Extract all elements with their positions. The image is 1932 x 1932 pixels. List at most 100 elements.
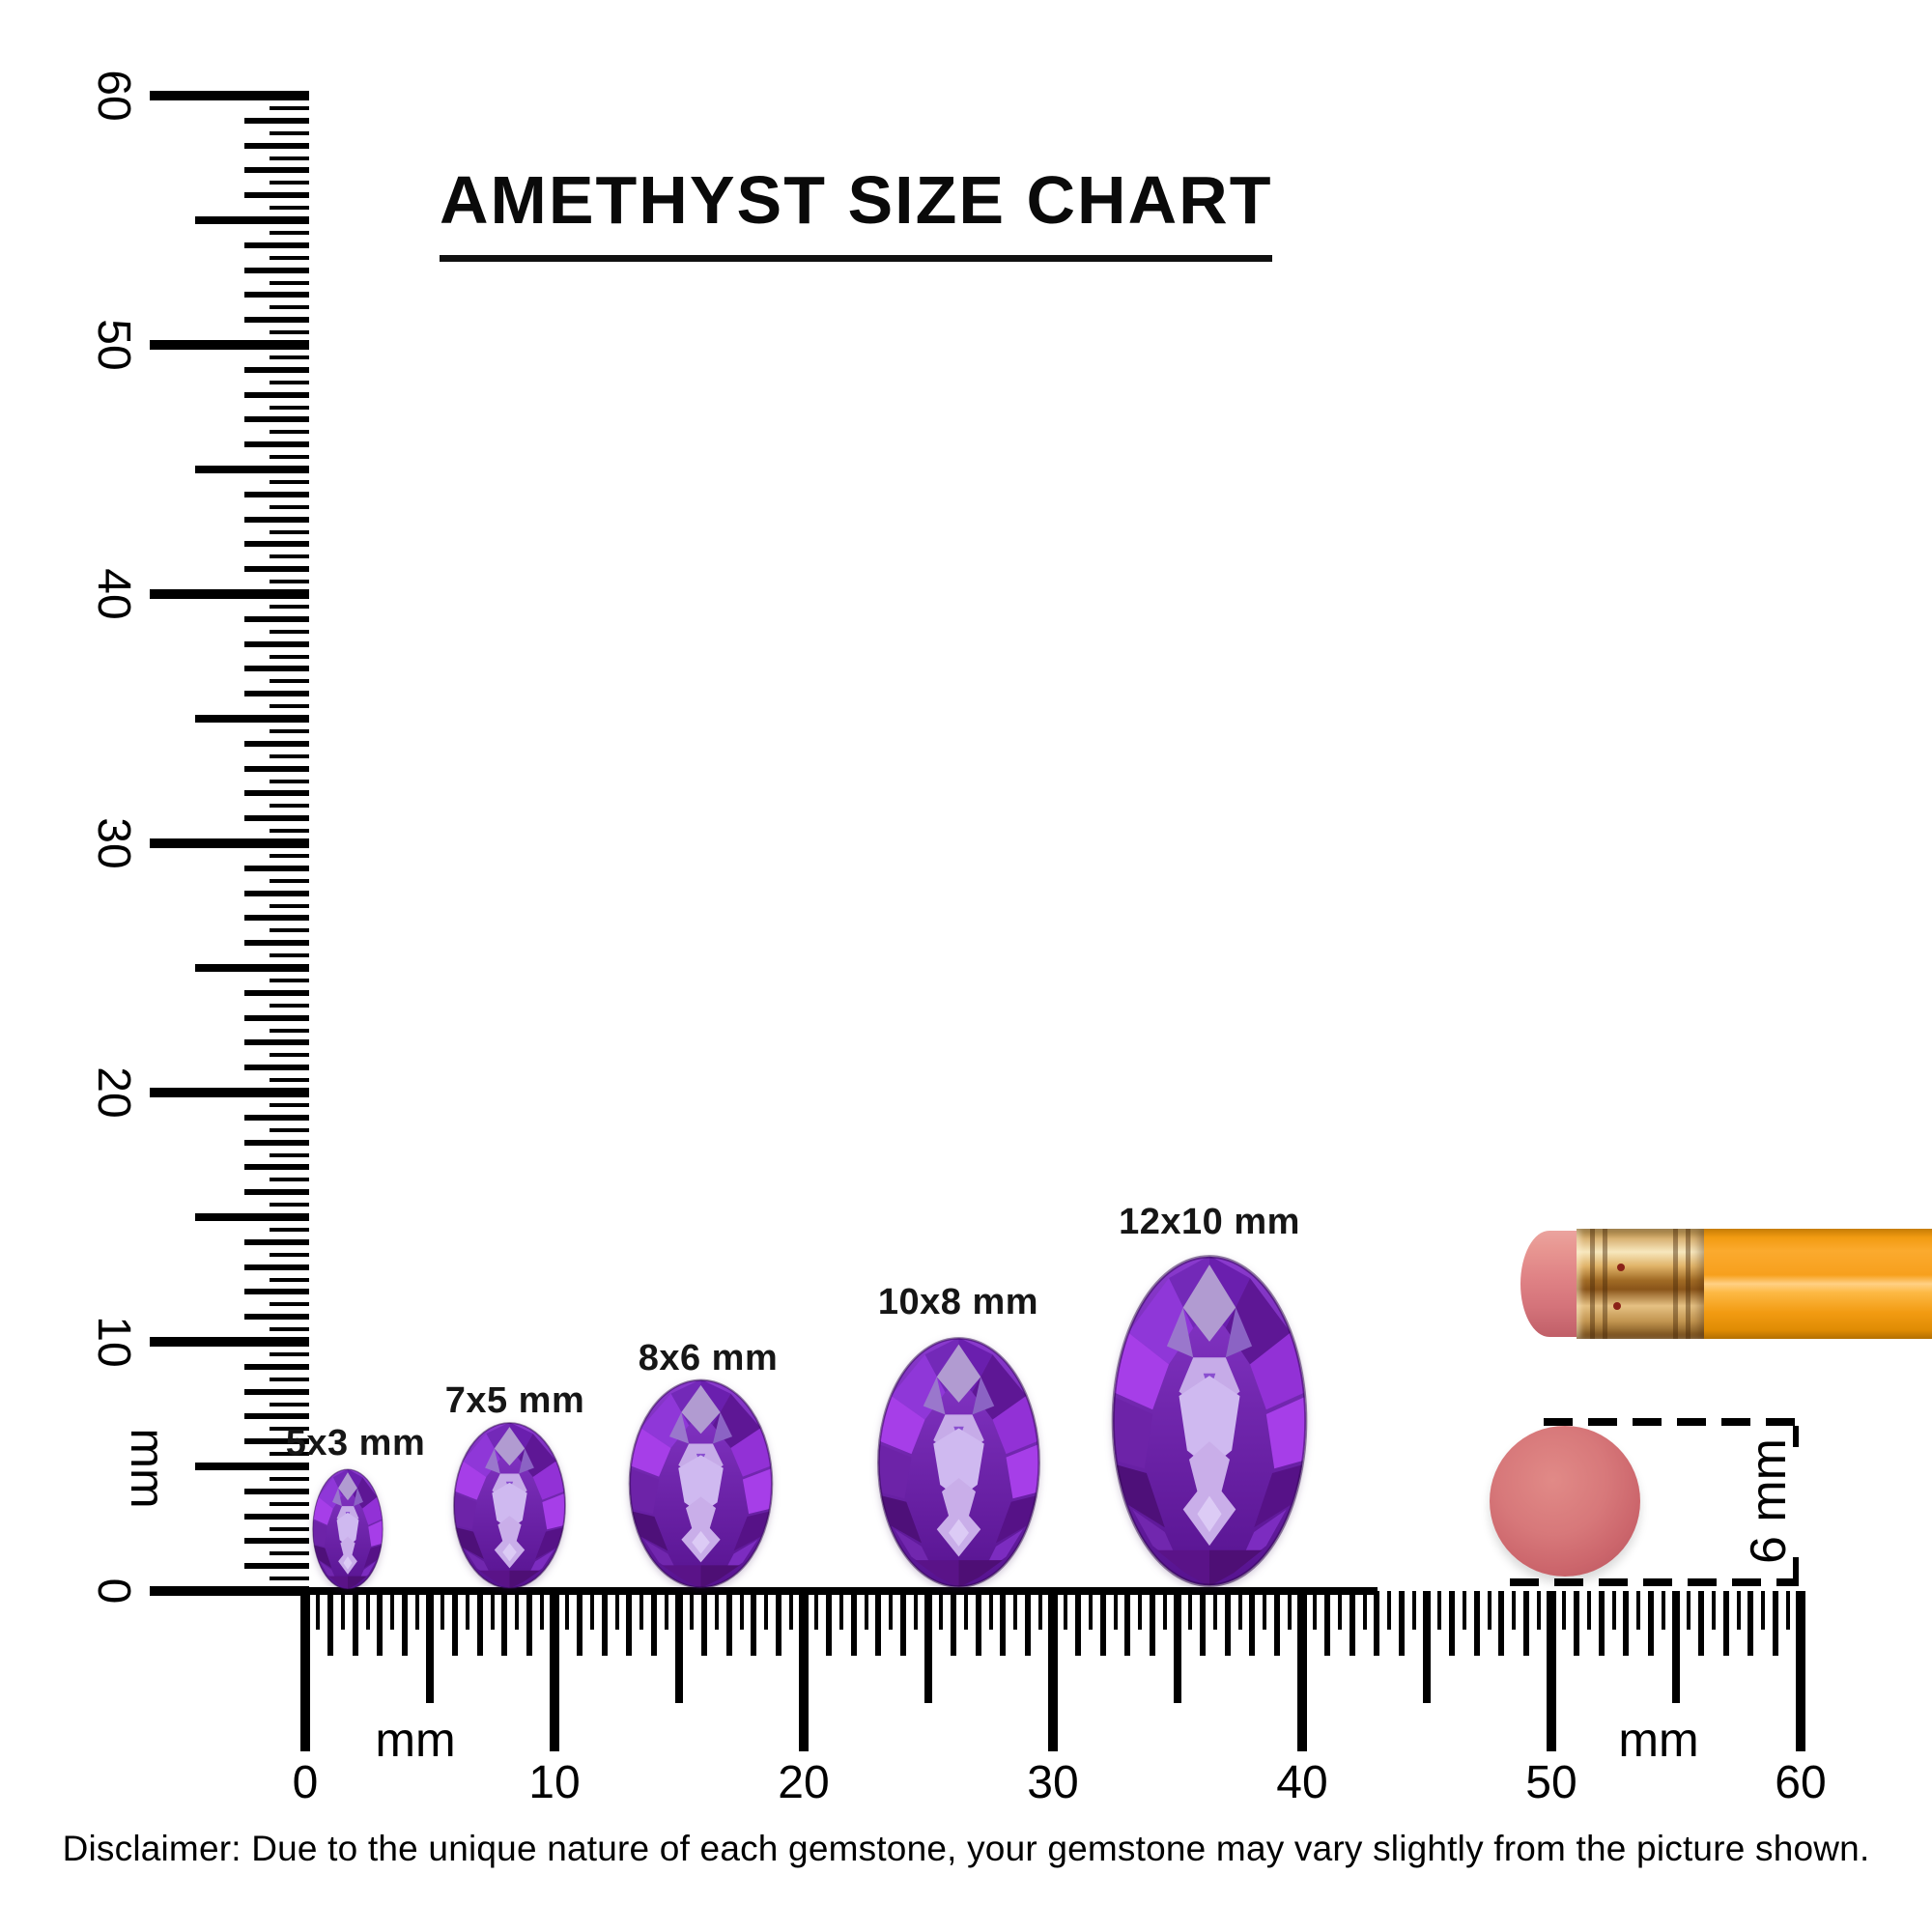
pencil-eraser-tip — [1520, 1231, 1580, 1337]
ruler-tick — [614, 1591, 619, 1630]
ruler-tick — [150, 838, 309, 848]
ruler-tick — [1473, 1591, 1480, 1656]
ruler-tick — [270, 728, 309, 733]
ruler-tick — [377, 1591, 384, 1656]
ruler-tick — [1212, 1591, 1217, 1630]
ruler-tick — [1747, 1591, 1754, 1656]
ruler-tick — [270, 105, 309, 110]
vertical-ruler-label-40: 40 — [88, 568, 139, 620]
ruler-tick — [244, 1238, 309, 1245]
ruler-tick — [1711, 1591, 1716, 1630]
ruler-tick — [244, 1065, 309, 1071]
ruler-tick — [195, 466, 309, 473]
gem-5x3 — [311, 1467, 384, 1591]
ruler-tick — [244, 1563, 309, 1570]
ruler-tick — [270, 230, 309, 235]
ruler-tick — [270, 580, 309, 584]
ruler-tick — [1063, 1591, 1067, 1630]
ferrule-ridge — [1686, 1229, 1690, 1339]
ruler-tick — [270, 430, 309, 435]
ruler-tick — [1462, 1591, 1466, 1630]
ruler-tick — [1387, 1591, 1392, 1630]
dimension-line-bottom — [1510, 1578, 1799, 1586]
ruler-tick — [270, 1127, 309, 1132]
ferrule-ridge — [1673, 1229, 1678, 1339]
ruler-tick — [1436, 1591, 1441, 1630]
ruler-tick — [1297, 1591, 1307, 1751]
ruler-tick — [244, 117, 309, 124]
ruler-tick — [270, 928, 309, 933]
horizontal-ruler-label-50: 50 — [1525, 1757, 1577, 1808]
horizontal-ruler-baseline — [300, 1587, 1378, 1595]
ruler-tick — [1487, 1591, 1492, 1630]
ruler-tick — [244, 391, 309, 398]
ruler-tick — [195, 964, 309, 972]
ruler-tick — [195, 1463, 309, 1470]
ruler-tick — [270, 1252, 309, 1257]
ruler-tick — [315, 1591, 320, 1630]
ruler-tick — [244, 1538, 309, 1545]
ruler-tick — [1199, 1591, 1206, 1656]
ruler-tick — [1686, 1591, 1690, 1630]
vertical-ruler-label-60: 60 — [88, 70, 139, 122]
ruler-tick — [270, 978, 309, 982]
ruler-tick — [1113, 1591, 1118, 1630]
ruler-tick — [270, 181, 309, 185]
ruler-tick — [1224, 1591, 1231, 1656]
ruler-tick — [776, 1591, 782, 1656]
ruler-tick — [244, 1388, 309, 1395]
ruler-tick — [270, 156, 309, 160]
ruler-tick — [813, 1591, 818, 1630]
ruler-tick — [150, 91, 309, 100]
ruler-tick — [270, 1351, 309, 1356]
ruler-tick — [270, 1501, 309, 1506]
ruler-tick — [950, 1591, 956, 1656]
ruler-tick — [789, 1591, 794, 1630]
ruler-tick — [244, 366, 309, 373]
ruler-tick — [270, 380, 309, 384]
ruler-tick — [889, 1591, 894, 1630]
ruler-tick — [270, 804, 309, 809]
ruler-tick — [739, 1591, 744, 1630]
ruler-tick — [270, 629, 309, 634]
ruler-tick — [1523, 1591, 1530, 1656]
ferrule-ridge — [1603, 1229, 1607, 1339]
ruler-tick — [988, 1591, 993, 1630]
ruler-tick — [244, 790, 309, 797]
ruler-tick — [270, 1277, 309, 1282]
gem-12x10 — [1108, 1251, 1311, 1591]
ruler-tick — [1124, 1591, 1131, 1656]
ruler-tick — [270, 1476, 309, 1481]
ruler-tick — [244, 915, 309, 922]
ruler-tick — [1547, 1591, 1556, 1751]
ruler-tick — [270, 853, 309, 858]
ruler-tick — [1573, 1591, 1579, 1656]
vertical-ruler-unit-label: mm — [121, 1428, 175, 1509]
ruler-tick — [244, 167, 309, 174]
ruler-tick — [576, 1591, 582, 1656]
ruler-tick — [700, 1591, 707, 1656]
ruler-tick — [639, 1591, 644, 1630]
ruler-tick — [451, 1591, 458, 1656]
ruler-tick — [150, 589, 309, 599]
ruler-tick — [270, 529, 309, 534]
ruler-tick — [352, 1591, 358, 1656]
vertical-ruler-label-50: 50 — [88, 319, 139, 371]
ruler-tick — [1662, 1591, 1666, 1630]
ruler-tick — [244, 1139, 309, 1146]
ruler-tick — [900, 1591, 907, 1656]
ruler-tick — [1448, 1591, 1455, 1656]
ruler-tick — [1187, 1591, 1192, 1630]
ruler-tick — [244, 1363, 309, 1370]
ruler-tick — [465, 1591, 469, 1630]
ruler-tick — [244, 1039, 309, 1046]
ruler-tick — [1598, 1591, 1605, 1656]
pencil-body — [1704, 1229, 1932, 1339]
ruler-tick — [540, 1591, 545, 1630]
ruler-tick — [270, 305, 309, 310]
vertical-ruler-label-20: 20 — [88, 1066, 139, 1119]
ruler-tick — [1623, 1591, 1630, 1656]
ruler-tick — [244, 566, 309, 573]
ruler-tick — [270, 1028, 309, 1033]
ruler-tick — [270, 1053, 309, 1058]
